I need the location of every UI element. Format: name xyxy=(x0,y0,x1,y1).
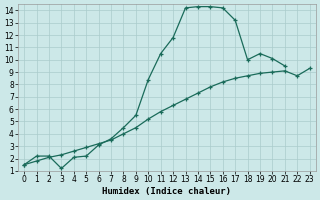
X-axis label: Humidex (Indice chaleur): Humidex (Indice chaleur) xyxy=(102,187,231,196)
